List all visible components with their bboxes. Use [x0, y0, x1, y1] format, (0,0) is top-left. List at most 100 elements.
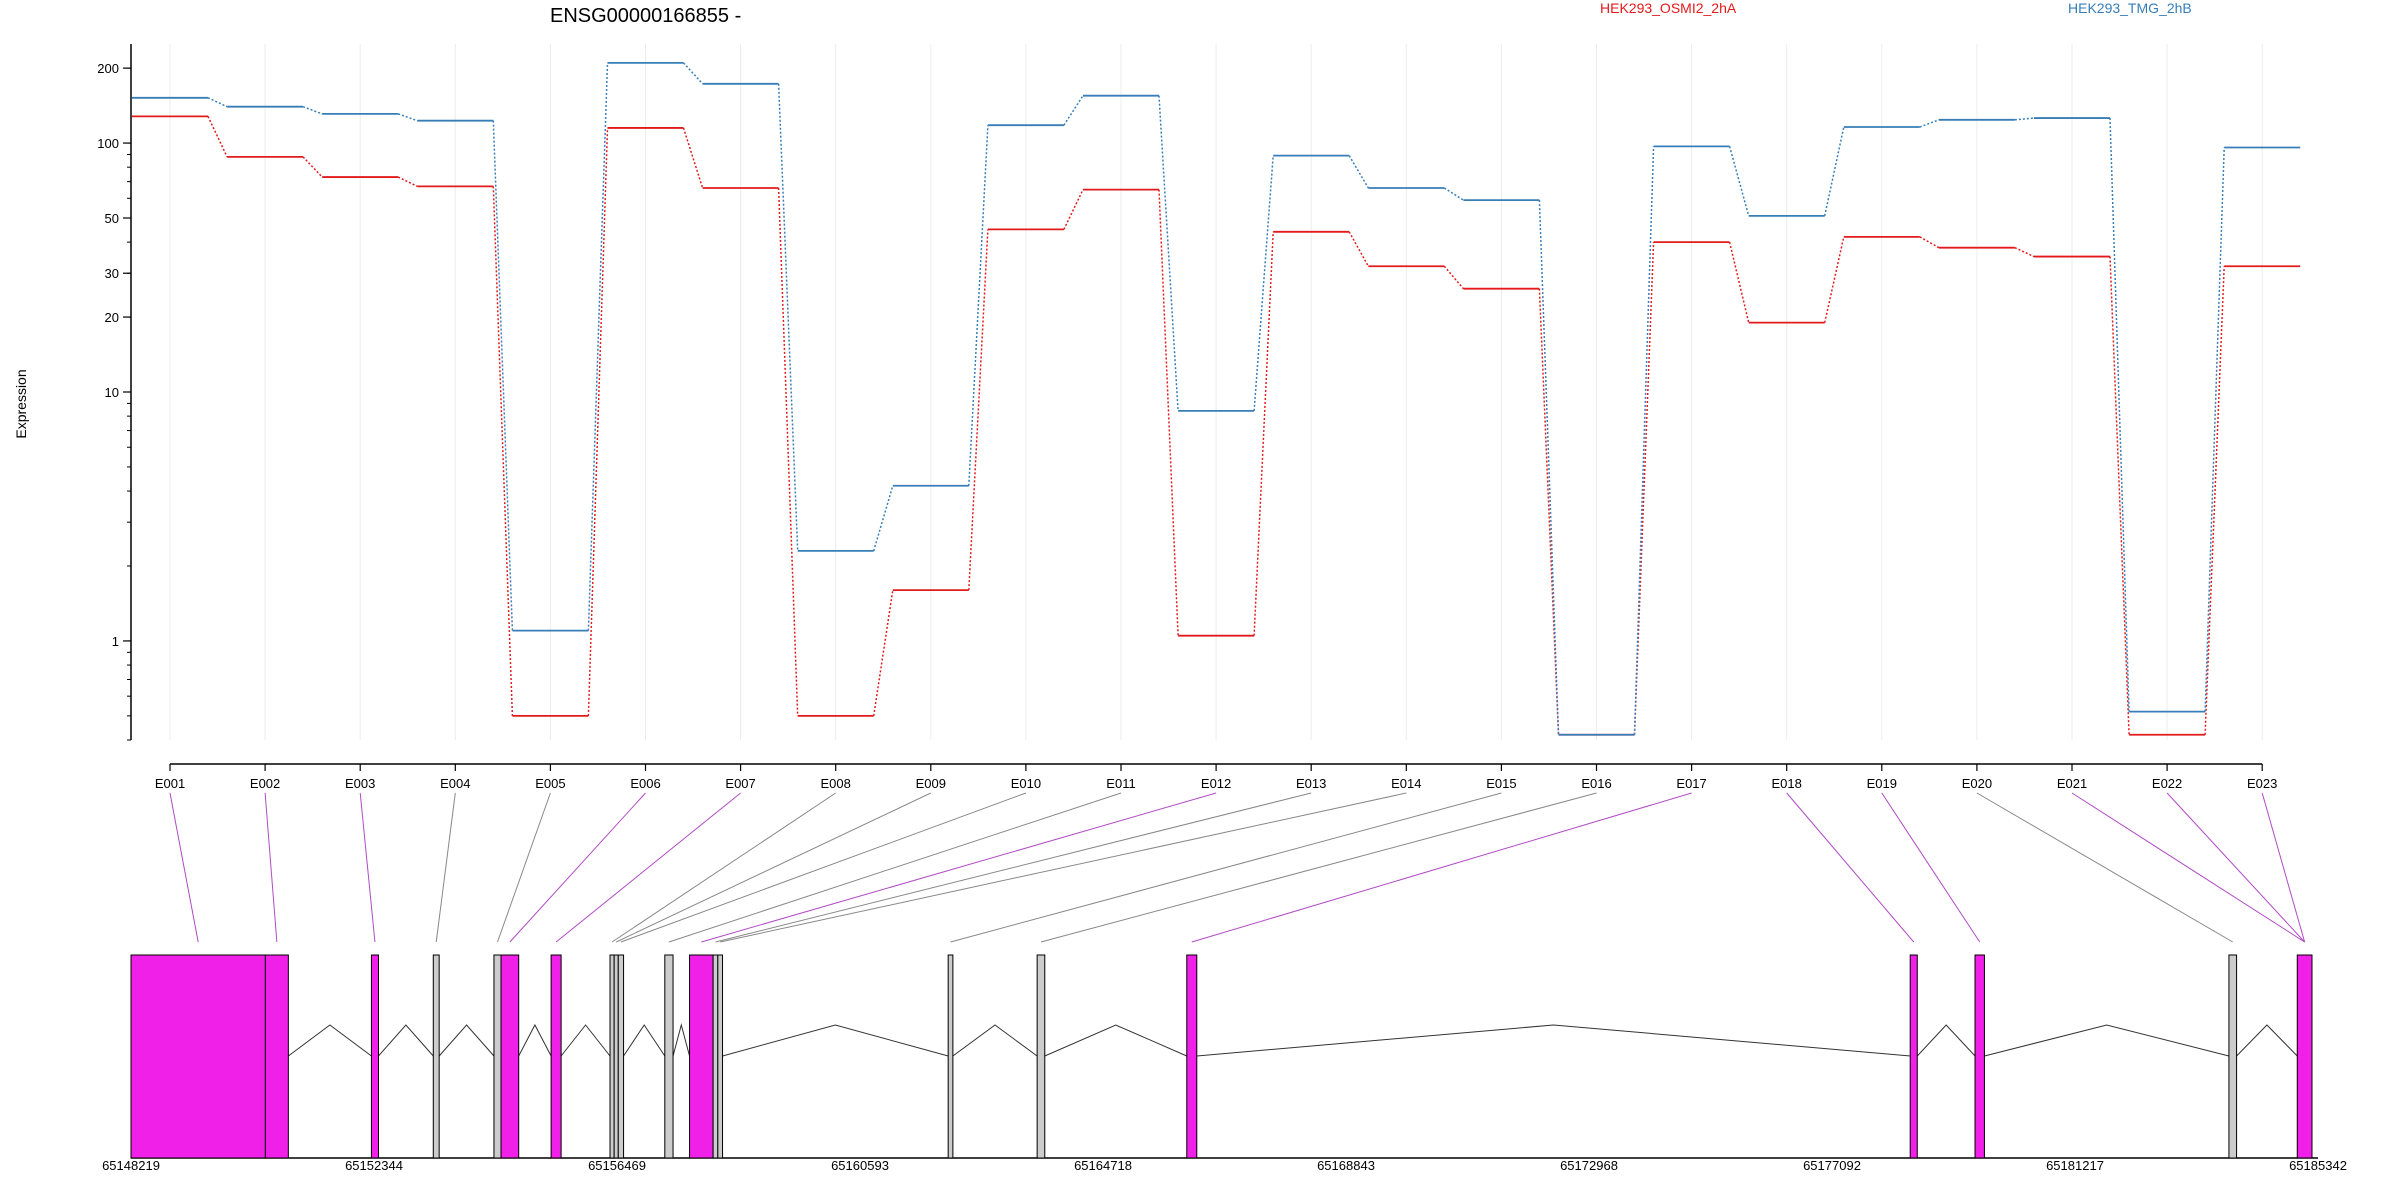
series-connector [1919, 236, 1940, 249]
x-tick-label: E005 [535, 776, 565, 791]
exon-connector [1040, 792, 1597, 943]
exon-box [1036, 954, 1046, 1159]
exon-connector [720, 792, 1407, 943]
x-tick-label: E018 [1772, 776, 1802, 791]
x-tick-label: E002 [250, 776, 280, 791]
series-connector [1158, 189, 1179, 636]
x-tick-label: E006 [630, 776, 660, 791]
series-connector [682, 127, 704, 189]
series-connector [872, 590, 894, 716]
exon-box [130, 954, 266, 1159]
coordinate-label: 65185342 [2289, 1158, 2347, 1173]
x-tick-label: E010 [1011, 776, 1041, 791]
x-tick-label: E012 [1201, 776, 1231, 791]
series-connector [1919, 119, 1940, 128]
exon-box [2296, 954, 2313, 1159]
intron-line [1984, 1024, 2230, 1057]
y-tick-label: 30 [105, 266, 119, 281]
exon-box [947, 954, 954, 1159]
series-connector [2109, 118, 2130, 712]
y-tick-label: 100 [97, 136, 119, 151]
exon-connector [950, 792, 1502, 943]
exon-connector [701, 792, 1217, 943]
series-connector [1063, 189, 1084, 230]
exon-connector [1881, 792, 1981, 943]
series-connector [1348, 231, 1369, 267]
series-connector [207, 97, 228, 108]
x-tick-label: E003 [345, 776, 375, 791]
x-tick-label: E021 [2057, 776, 2087, 791]
exon-connector [1191, 792, 1692, 943]
series-connector [302, 105, 323, 115]
x-tick-label: E016 [1581, 776, 1611, 791]
exon-connector [359, 792, 376, 943]
exon-connector [2261, 792, 2306, 943]
series-connector [1158, 95, 1179, 411]
series-connector [1633, 146, 1655, 735]
series-connector [1443, 187, 1464, 201]
x-tick-label: E017 [1676, 776, 1706, 791]
coordinate-label: 65181217 [2046, 1158, 2104, 1173]
series-connector [1253, 155, 1274, 411]
series-connector [1348, 155, 1369, 189]
exon-connectors [169, 792, 2306, 943]
intron-line [722, 1024, 949, 1057]
axes: 1 10 20 30 50 100 200 E001 E002 E003 E004 E005 E006 E… [97, 44, 2277, 791]
exon-box [717, 954, 724, 1159]
series-connector [1823, 236, 1845, 323]
exon-connector [1976, 792, 2234, 943]
series-connector [2014, 117, 2035, 121]
exon-connector [715, 792, 1312, 943]
coordinate-label: 65168843 [1317, 1158, 1375, 1173]
series-connector [1063, 95, 1084, 126]
exon-connector [615, 792, 932, 943]
y-tick-label: 1 [112, 634, 119, 649]
coordinate-label: 65156469 [588, 1158, 646, 1173]
x-tick-label: E011 [1106, 776, 1135, 791]
intron-line [288, 1024, 372, 1057]
x-tick-label: E007 [725, 776, 755, 791]
series-connector [1538, 200, 1560, 735]
intron-line [1196, 1024, 1911, 1057]
series-connector [587, 62, 609, 631]
intron-line [952, 1024, 1038, 1057]
exon-box [1909, 954, 1918, 1159]
exon-box [370, 954, 379, 1159]
series-connector [777, 83, 799, 551]
exon-box [617, 954, 625, 1159]
exon-connector [555, 792, 741, 943]
series-connector [397, 176, 418, 188]
x-tick-label: E004 [440, 776, 470, 791]
exon-box [550, 954, 562, 1159]
series-connector [1253, 231, 1274, 636]
x-tick-label: E023 [2247, 776, 2277, 791]
intron-line [518, 1023, 552, 1057]
x-tick-label: E022 [2152, 776, 2182, 791]
series-connector [2109, 256, 2130, 735]
x-tick-label: E008 [821, 776, 851, 791]
intron-line [1044, 1024, 1187, 1057]
exon-connector [620, 792, 1027, 943]
y-tick-label: 200 [97, 61, 119, 76]
exon-box [609, 954, 615, 1159]
exon-connector [497, 792, 551, 943]
legend-item-osmi2: HEK293_OSMI2_2hA [1600, 0, 1737, 16]
coordinate-label: 65177092 [1803, 1158, 1861, 1173]
series-connector [1538, 288, 1560, 735]
series-connector [1728, 146, 1750, 217]
x-tick-label: E009 [916, 776, 946, 791]
y-tick-label: 50 [105, 211, 119, 226]
intron-line [2236, 1024, 2298, 1057]
chart-title: ENSG00000166855 - [550, 5, 741, 27]
series-connector [872, 485, 894, 552]
coordinate-label: 65148219 [102, 1158, 160, 1173]
x-tick-label: E013 [1296, 776, 1326, 791]
x-tick-label: E019 [1867, 776, 1897, 791]
coordinate-label: 65164718 [1074, 1158, 1132, 1173]
exon-connector [1786, 792, 1915, 943]
series-connector [682, 62, 704, 85]
exon-connector [611, 792, 836, 943]
exon-box [264, 954, 289, 1159]
intron-line [438, 1024, 495, 1057]
